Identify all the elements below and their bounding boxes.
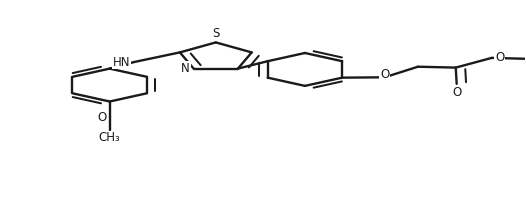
Text: O: O xyxy=(495,51,504,64)
Text: O: O xyxy=(97,110,107,124)
Text: HN: HN xyxy=(113,56,130,69)
Text: CH₃: CH₃ xyxy=(99,131,120,144)
Text: O: O xyxy=(452,86,461,99)
Text: N: N xyxy=(181,62,190,75)
Text: S: S xyxy=(212,27,219,40)
Text: O: O xyxy=(380,68,389,81)
